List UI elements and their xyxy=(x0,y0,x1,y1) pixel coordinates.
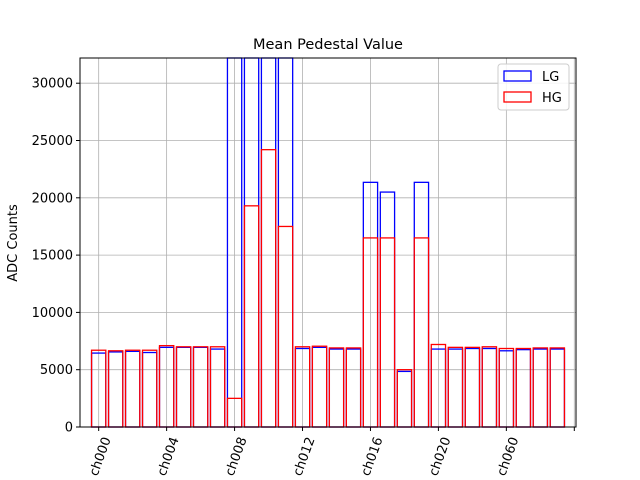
bar-hg-23 xyxy=(481,346,498,428)
bar-lg-1 xyxy=(107,351,124,428)
x-tick-label: ch020 xyxy=(427,435,455,478)
x-tick-label: ch016 xyxy=(359,435,387,478)
bar-hg-2 xyxy=(124,349,141,428)
x-tick-label: ch004 xyxy=(155,435,183,478)
bar-hg-19 xyxy=(413,237,430,428)
y-tick-label: 25000 xyxy=(32,134,73,149)
bar-lg-22 xyxy=(464,347,481,428)
bar-lg-10 xyxy=(260,57,277,428)
bar-hg-13 xyxy=(311,345,328,428)
bar-hg-3 xyxy=(141,349,158,428)
bar-hg-22 xyxy=(464,346,481,428)
bar-hg-18 xyxy=(396,369,413,428)
bar-hg-10 xyxy=(260,149,277,428)
chart-title: Mean Pedestal Value xyxy=(253,37,403,53)
y-axis-label: ADC Counts xyxy=(6,204,21,282)
bar-hg-14 xyxy=(328,347,345,428)
legend-swatch-lg xyxy=(503,70,532,82)
legend: LG HG xyxy=(497,63,570,111)
bar-lg-18 xyxy=(396,370,413,428)
y-tick-label: 20000 xyxy=(32,191,73,206)
y-tick-label: 5000 xyxy=(40,363,73,378)
bar-hg-21 xyxy=(447,346,464,428)
bar-lg-9 xyxy=(243,57,260,428)
bar-lg-7 xyxy=(209,348,226,428)
bar-lg-5 xyxy=(175,346,192,428)
legend-label-lg: LG xyxy=(542,70,559,85)
grid xyxy=(80,58,576,428)
bar-hg-5 xyxy=(175,346,192,428)
y-tick-label: 0 xyxy=(65,421,73,436)
legend-box xyxy=(497,63,570,111)
bar-lg-6 xyxy=(192,346,209,428)
bar-hg-25 xyxy=(515,347,532,428)
bar-hg-15 xyxy=(345,347,362,428)
bar-lg-2 xyxy=(124,350,141,428)
x-tick-label: ch060 xyxy=(495,435,523,478)
bar-hg-27 xyxy=(549,347,566,428)
x-tick-label: ch012 xyxy=(291,435,319,478)
bar-lg-25 xyxy=(515,348,532,428)
bar-lg-13 xyxy=(311,346,328,428)
bar-lg-15 xyxy=(345,348,362,428)
plot-border xyxy=(79,57,577,428)
bar-lg-19 xyxy=(413,181,430,428)
bar-hg-1 xyxy=(107,350,124,428)
bar-hg-9 xyxy=(243,205,260,428)
y-tick-label: 15000 xyxy=(32,249,73,264)
bar-lg-23 xyxy=(481,347,498,428)
plot-frame xyxy=(79,57,577,428)
x-tick-label: ch008 xyxy=(223,435,251,478)
bar-lg-17 xyxy=(379,191,396,428)
bar-lg-27 xyxy=(549,348,566,428)
x-axis: ch000 ch004 ch008 ch012 ch016 ch020 ch060 xyxy=(87,427,575,478)
bar-lg-3 xyxy=(141,351,158,428)
legend-swatch-hg xyxy=(503,91,532,103)
y-axis: 0 5000 10000 15000 20000 25000 30000 xyxy=(32,77,80,436)
bar-lg-21 xyxy=(447,348,464,428)
bar-hg-17 xyxy=(379,237,396,428)
bar-hg-26 xyxy=(532,347,549,428)
bars xyxy=(90,57,566,428)
bar-lg-11 xyxy=(277,57,294,428)
bar-lg-26 xyxy=(532,348,549,428)
x-tick-label: ch000 xyxy=(87,435,115,478)
y-tick-label: 30000 xyxy=(32,77,73,92)
legend-label-hg: HG xyxy=(542,91,562,106)
y-tick-label: 10000 xyxy=(32,306,73,321)
bar-lg-14 xyxy=(328,348,345,428)
bar-hg-11 xyxy=(277,225,294,428)
bar-hg-6 xyxy=(192,346,209,428)
bar-hg-7 xyxy=(209,346,226,428)
